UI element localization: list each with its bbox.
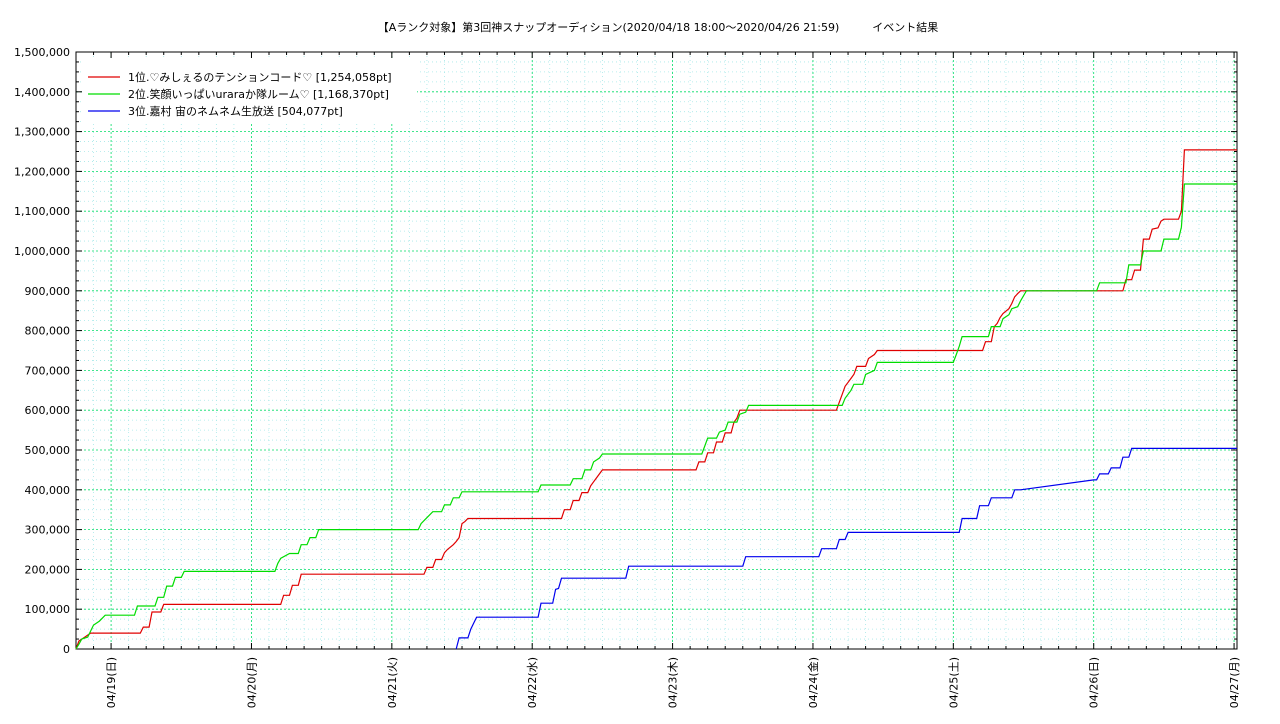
y-tick-label: 0 (63, 643, 70, 656)
series-line-1 (75, 149, 1237, 650)
series-layer (75, 149, 1237, 650)
grid-layer (75, 52, 1237, 649)
x-tick-label: 04/23(木) (667, 657, 680, 708)
x-axis: 04/19(日) 04/20(月) 04/21(火) 04/22(水) 04/23(木)… (105, 657, 1241, 708)
x-tick-label: 04/21(火) (386, 657, 399, 708)
x-tick-label: 04/24(金) (806, 657, 820, 708)
plot-frame (75, 51, 1238, 650)
x-tick-label: 04/25(土) (947, 657, 960, 708)
y-tick-label: 1,200,000 (14, 165, 70, 178)
x-tick-label: 04/26(日) (1088, 657, 1101, 708)
y-tick-label: 1,500,000 (14, 46, 70, 59)
y-tick-label: 100,000 (25, 603, 71, 616)
y-tick-label: 700,000 (25, 364, 71, 377)
y-tick-label: 300,000 (25, 524, 71, 537)
legend-label-series-1: 1位.♡みしぇるのテンションコード♡ [1,254,058pt] (128, 70, 392, 84)
y-tick-label: 900,000 (25, 285, 71, 298)
series-line-3 (455, 447, 1237, 650)
legend-label-series-2: 2位.笑顔いっぱいuraraか隊ルーム♡ [1,168,370pt] (128, 87, 389, 101)
legend-label-series-3: 3位.嘉村 宙のネムネム生放送 [504,077pt] (128, 104, 343, 118)
legend: 1位.♡みしぇるのテンションコード♡ [1,254,058pt] 2位.笑顔いっ… (84, 60, 417, 123)
y-tick-label: 1,400,000 (14, 86, 70, 99)
legend-box (84, 60, 417, 123)
y-tick-label: 1,100,000 (14, 205, 70, 218)
y-tick-label: 600,000 (25, 404, 71, 417)
series-line-2 (75, 183, 1237, 650)
chart-title: 【Aランク対象】第3回神スナップオーディション(2020/04/18 18:00… (378, 20, 939, 34)
x-tick-label: 04/22(水) (526, 657, 539, 708)
x-tick-label: 04/20(月) (245, 657, 258, 708)
x-tick-label: 04/27(月) (1228, 657, 1241, 708)
y-tick-label: 500,000 (25, 444, 71, 457)
y-tick-label: 200,000 (25, 563, 71, 576)
y-tick-label: 1,000,000 (14, 245, 70, 258)
y-axis: 0 100,000 200,000 300,000 400,000 500,000 600,… (14, 46, 70, 656)
x-tick-label: 04/19(日) (105, 657, 118, 708)
y-tick-label: 400,000 (25, 484, 71, 497)
y-tick-label: 1,300,000 (14, 126, 70, 139)
y-tick-label: 800,000 (25, 325, 71, 338)
